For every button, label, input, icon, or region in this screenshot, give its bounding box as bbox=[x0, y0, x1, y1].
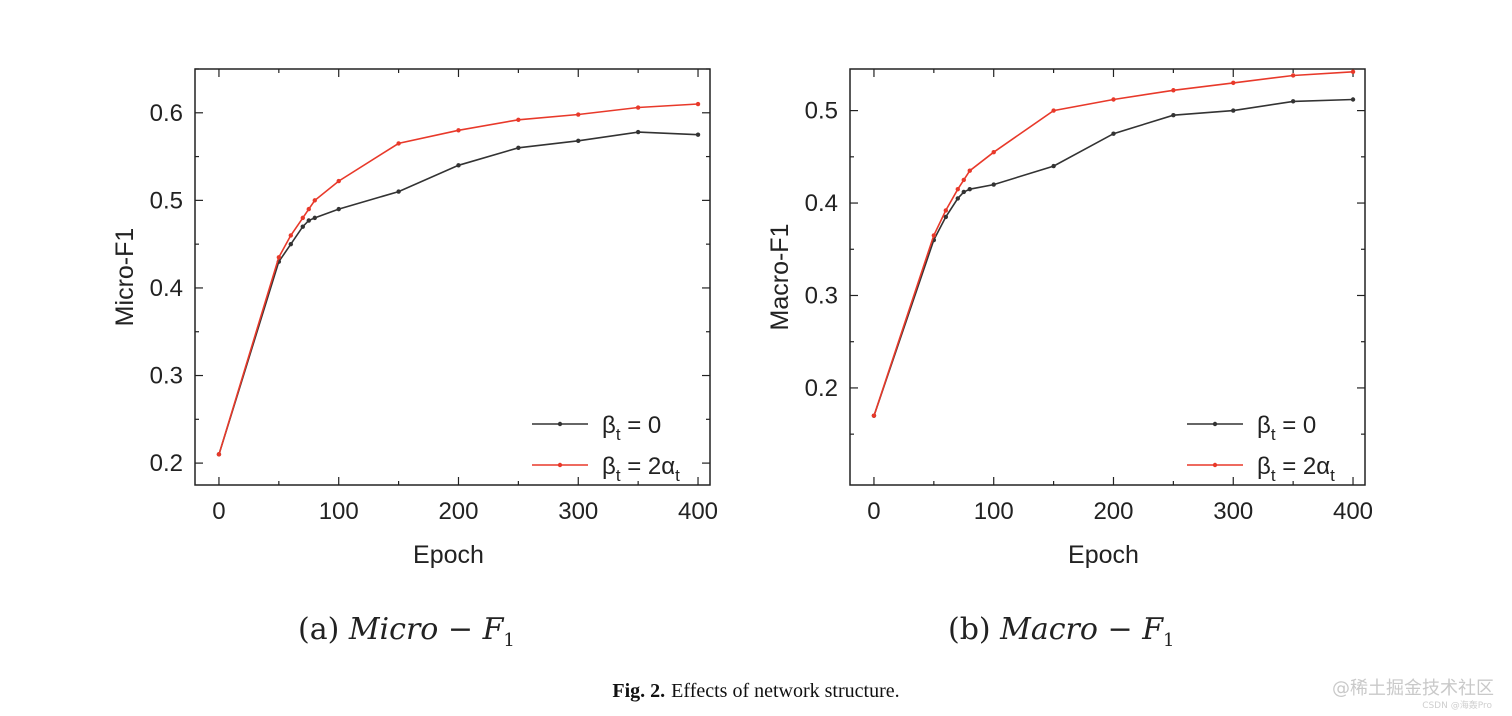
y-axis-label: Micro-F1 bbox=[111, 228, 139, 327]
x-axis-label: Epoch bbox=[1068, 541, 1139, 569]
legend-marker bbox=[557, 462, 563, 468]
subcaption-b: (b) Macro − F1 bbox=[948, 612, 1175, 651]
data-point bbox=[456, 163, 461, 168]
data-point bbox=[1290, 99, 1296, 104]
legend-marker bbox=[557, 421, 563, 427]
data-point bbox=[312, 198, 317, 203]
data-point bbox=[300, 215, 305, 221]
figure-caption-text: Effects of network structure. bbox=[671, 680, 900, 702]
chart-2: 0 100 200 300 400 0.2 0.3 0.4 0.5 Epoch Macro-F1 βt… bbox=[766, 68, 1373, 569]
data-point bbox=[1231, 108, 1236, 113]
data-point bbox=[576, 138, 581, 144]
x-axis-label: Epoch bbox=[413, 541, 484, 569]
data-point bbox=[1231, 80, 1236, 86]
legend-label: βt = 0 bbox=[1257, 412, 1316, 444]
plot-frame bbox=[194, 68, 711, 486]
legend-marker bbox=[1212, 421, 1218, 427]
data-point bbox=[516, 117, 521, 122]
series-line-2 bbox=[873, 71, 1354, 416]
series-line-1 bbox=[873, 98, 1354, 416]
data-point bbox=[695, 132, 701, 137]
x-tick-label: 0 bbox=[867, 498, 880, 525]
y-tick-label: 0.4 bbox=[150, 275, 183, 302]
data-point bbox=[943, 208, 949, 213]
y-tick-label: 0.4 bbox=[805, 190, 838, 217]
data-point bbox=[1171, 113, 1176, 118]
x-tick-label: 200 bbox=[1093, 498, 1133, 525]
data-point bbox=[1111, 97, 1116, 102]
data-point bbox=[300, 224, 305, 229]
y-tick-label: 0.2 bbox=[150, 450, 183, 477]
figure-charts: 0 100 200 300 400 0.2 0.3 0.4 0.5 0.6 Epoch Micro-F… bbox=[111, 68, 1373, 569]
figure-caption-label: Fig. 2. bbox=[612, 680, 666, 702]
x-tick-label: 100 bbox=[319, 498, 359, 525]
y-tick-label: 0.3 bbox=[150, 363, 183, 390]
data-point bbox=[961, 177, 966, 183]
data-point bbox=[516, 145, 521, 151]
data-point bbox=[961, 189, 966, 195]
x-tick-label: 200 bbox=[438, 498, 478, 525]
data-point bbox=[1290, 73, 1296, 78]
data-point bbox=[991, 182, 996, 187]
x-tick-label: 0 bbox=[212, 498, 225, 525]
x-tick-label: 400 bbox=[678, 498, 718, 525]
data-point bbox=[396, 141, 401, 146]
data-point bbox=[306, 206, 311, 212]
data-point bbox=[967, 168, 972, 173]
data-point bbox=[396, 189, 401, 194]
figure-caption: Fig. 2. Effects of network structure. bbox=[0, 680, 1512, 703]
x-tick-label: 100 bbox=[974, 498, 1014, 525]
watermark: @稀土掘金技术社区 bbox=[1332, 678, 1494, 699]
y-tick-label: 0.5 bbox=[150, 187, 183, 214]
data-point bbox=[576, 112, 581, 117]
data-point bbox=[967, 186, 972, 192]
data-point bbox=[288, 241, 294, 247]
legend-label: βt = 2αt bbox=[1257, 453, 1335, 485]
data-point bbox=[312, 215, 317, 221]
x-tick-label: 300 bbox=[558, 498, 598, 525]
x-tick-label: 400 bbox=[1333, 498, 1373, 525]
y-tick-label: 0.3 bbox=[805, 282, 838, 309]
data-point bbox=[955, 196, 960, 201]
series-line-2 bbox=[218, 103, 699, 455]
data-point bbox=[1171, 88, 1176, 93]
data-point bbox=[336, 178, 341, 184]
data-point bbox=[1051, 163, 1056, 169]
subcaption-a: (a) Micro − F1 bbox=[298, 612, 515, 651]
y-tick-label: 0.6 bbox=[150, 100, 183, 127]
legend-marker bbox=[1212, 462, 1218, 468]
plot-frame bbox=[849, 68, 1366, 486]
x-tick-label: 300 bbox=[1213, 498, 1253, 525]
legend-label: βt = 2αt bbox=[602, 453, 680, 485]
data-point bbox=[931, 233, 937, 238]
data-point bbox=[1350, 69, 1356, 74]
data-point bbox=[955, 186, 960, 192]
data-point bbox=[288, 233, 294, 238]
data-point bbox=[276, 255, 282, 260]
series-line-1 bbox=[218, 131, 699, 455]
data-point bbox=[871, 413, 877, 418]
data-point bbox=[1051, 108, 1056, 113]
data-point bbox=[306, 218, 311, 223]
data-point bbox=[1350, 97, 1356, 102]
data-point bbox=[943, 214, 949, 220]
watermark-sub: CSDN @海轰Pro bbox=[1422, 701, 1492, 711]
y-tick-label: 0.2 bbox=[805, 375, 838, 402]
y-tick-label: 0.5 bbox=[805, 98, 838, 125]
data-point bbox=[216, 452, 222, 457]
data-point bbox=[635, 105, 641, 110]
data-point bbox=[635, 129, 641, 135]
chart-1: 0 100 200 300 400 0.2 0.3 0.4 0.5 0.6 Epoch Micro-F… bbox=[111, 68, 718, 569]
data-point bbox=[695, 101, 701, 107]
data-point bbox=[336, 206, 341, 212]
y-axis-label: Macro-F1 bbox=[766, 224, 794, 331]
data-point bbox=[456, 128, 461, 133]
data-point bbox=[1111, 131, 1116, 136]
data-point bbox=[991, 150, 996, 155]
legend-label: βt = 0 bbox=[602, 412, 661, 444]
